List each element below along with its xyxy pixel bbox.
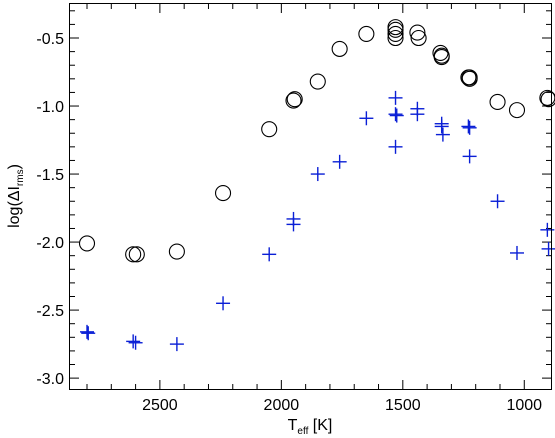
x-tick-labels: 2500 2000 1500 1000 (142, 397, 542, 414)
x-tick-label: 1000 (506, 397, 542, 414)
plus-point (434, 119, 449, 134)
y-tick-label: -0.5 (36, 31, 64, 48)
circle-point (433, 49, 450, 66)
data-marks (78, 19, 555, 352)
circle-point (78, 235, 96, 252)
x-axis-label: Teff [K] (288, 417, 333, 437)
circle-point (540, 91, 555, 108)
plus-point (128, 335, 143, 350)
plus-point (310, 167, 325, 182)
x-tick-label: 2000 (264, 397, 300, 414)
y-tick-labels: -3.0 -2.5 -2.0 -1.5 -1.0 -0.5 (36, 31, 64, 388)
circle-point (489, 93, 506, 111)
plus-point (490, 194, 505, 209)
plus-point (435, 127, 450, 142)
circle-point (387, 21, 404, 38)
plus-point (410, 107, 425, 122)
circle-point (508, 102, 526, 119)
circle-point (128, 246, 145, 263)
x-tick-label: 2500 (142, 397, 178, 414)
circle-point (331, 40, 348, 57)
circle-point (214, 185, 232, 202)
circle-point (261, 121, 278, 138)
plus-point (126, 334, 141, 349)
circle-point (168, 243, 185, 260)
plus-point (540, 222, 555, 237)
plus-point (541, 241, 555, 256)
axis-ticks (70, 4, 551, 389)
circle-point (387, 29, 404, 47)
circle-point (285, 92, 302, 109)
y-axis-label: log(ΔIrms) (6, 164, 26, 228)
plus-point (509, 245, 524, 260)
circle-point (286, 91, 303, 108)
circle-point (387, 25, 404, 42)
circle-point (125, 246, 142, 263)
x-tick-label: 1500 (385, 397, 421, 414)
plus-point (462, 120, 477, 135)
plus-point (332, 154, 347, 169)
y-tick-label: -3.0 (36, 371, 64, 388)
circle-point (309, 73, 326, 90)
plus-point (216, 296, 231, 311)
y-tick-label: -1.5 (36, 167, 64, 184)
circle-point (409, 24, 426, 41)
plus-point (286, 217, 301, 232)
plus-point (169, 337, 184, 352)
plus-point (461, 119, 476, 134)
circle-point (358, 25, 375, 42)
plus-point (389, 108, 404, 123)
plus-point (388, 139, 403, 154)
plus-point (359, 111, 374, 126)
y-tick-label: -2.0 (36, 235, 64, 252)
plus-point (262, 247, 277, 262)
plot-frame (69, 3, 552, 390)
circle-point (410, 29, 427, 47)
plus-point (388, 90, 403, 105)
circle-point (461, 69, 478, 86)
plus-point (81, 326, 96, 341)
plus-point (462, 149, 477, 164)
y-tick-label: -1.0 (36, 99, 64, 116)
plus-point (388, 107, 403, 122)
circle-point (461, 70, 478, 87)
plus-point (80, 324, 95, 339)
y-tick-label: -2.5 (36, 303, 64, 320)
